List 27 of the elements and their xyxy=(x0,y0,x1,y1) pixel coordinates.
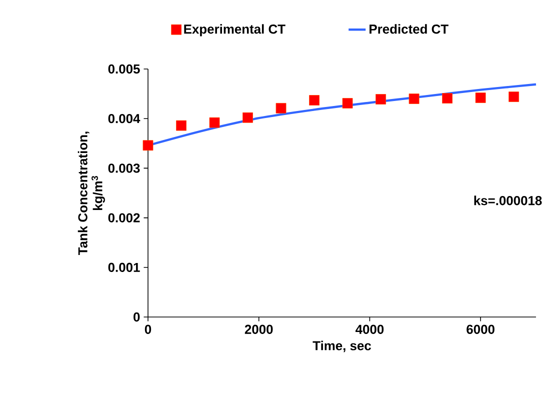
x-tick-label: 2000 xyxy=(244,324,273,334)
point xyxy=(442,93,453,104)
point xyxy=(176,120,186,131)
y-tick-label: 0.003 xyxy=(108,164,140,173)
legend-label: Experimental CT xyxy=(184,24,286,36)
y-tick-label: 0.002 xyxy=(108,213,140,222)
x-tick-label: 0 xyxy=(144,324,152,334)
point xyxy=(276,102,286,114)
x-tick-label: 6000 xyxy=(466,324,494,334)
point xyxy=(408,94,420,104)
point xyxy=(309,95,320,106)
x-tick-label: 4000 xyxy=(356,324,384,334)
y-tick-label: 0.005 xyxy=(108,64,140,74)
point xyxy=(209,117,220,128)
y-tick-label: 0.001 xyxy=(108,262,140,272)
legend-label: Predicted CT xyxy=(370,24,448,34)
point xyxy=(508,92,520,102)
y-tick-label: 0.004 xyxy=(108,114,140,124)
y-tick-label: 0 xyxy=(134,312,140,322)
point xyxy=(342,98,353,108)
point xyxy=(475,92,486,103)
point xyxy=(242,112,253,123)
y-axis-title: Tank Concentration, kg/m$^{3}$ xyxy=(78,132,105,255)
point xyxy=(142,140,154,151)
annotation: ks=.000018 xyxy=(474,196,542,206)
point xyxy=(376,94,386,104)
x-axis-title: Time, sec xyxy=(312,340,372,352)
